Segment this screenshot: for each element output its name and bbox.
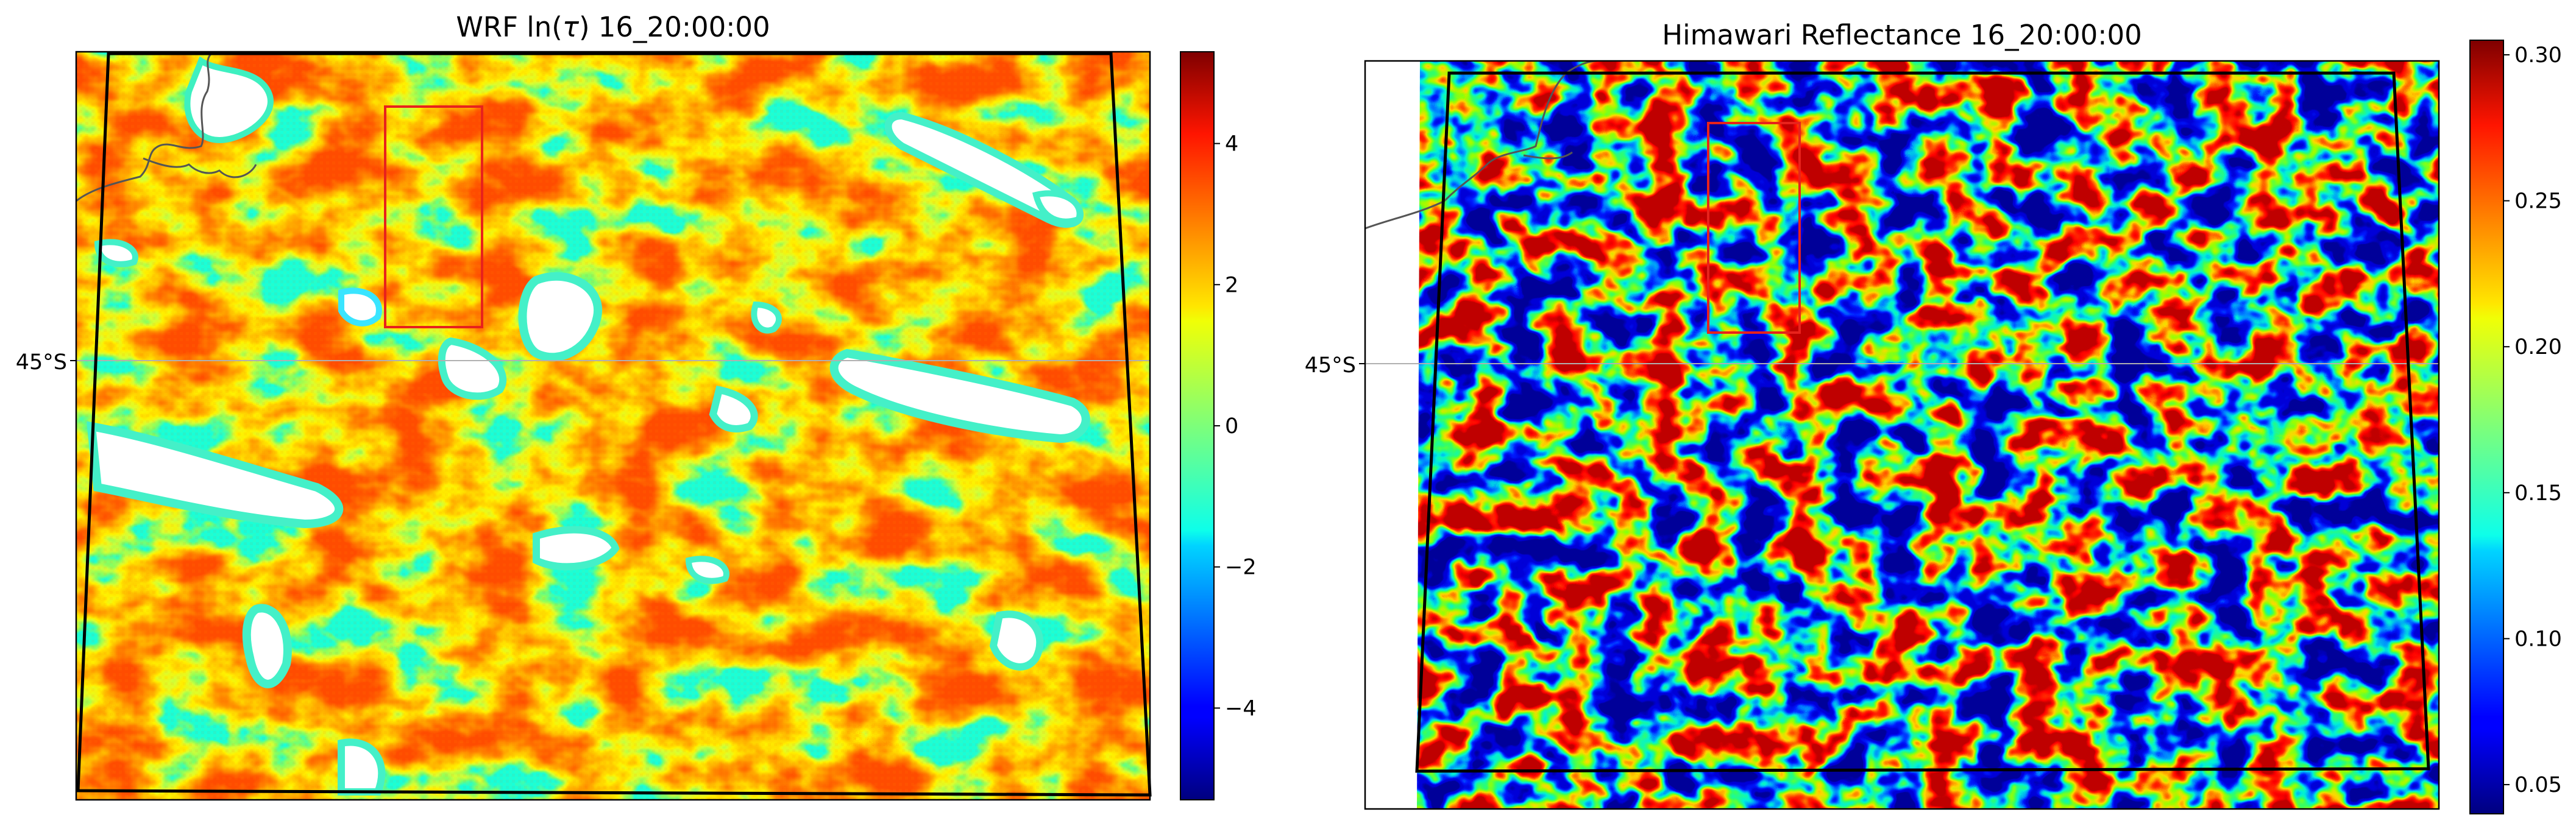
himawari-colorbar-tick-label: 0.15: [2514, 481, 2562, 506]
wrf-axes-frame: [75, 51, 1151, 801]
wrf-colorbar-tick-label: −2: [1225, 556, 1257, 580]
wrf-red-box: [384, 105, 483, 328]
himawari-colorbar-tick-label: 0.05: [2514, 773, 2562, 797]
wrf-colorbar-tick-label: −4: [1225, 696, 1257, 721]
wrf-colorbar-tick-label: 4: [1225, 132, 1238, 157]
himawari-axes-frame: [1364, 60, 2440, 810]
himawari-colorbar-ticks: 0.05 0.10 0.15 0.20 0.25 0.30: [2503, 43, 2562, 797]
wrf-domain-boundary: [76, 52, 1152, 797]
himawari-colorbar-tick-label: 0.20: [2514, 335, 2562, 359]
himawari-ytick-label: 45°S: [1305, 353, 1356, 378]
wrf-coastline: [76, 52, 214, 202]
himawari-colorbar-tick-label: 0.10: [2514, 627, 2562, 651]
himawari-domain-boundary: [1415, 71, 2430, 773]
wrf-colorbar-tick-label: 2: [1225, 273, 1238, 297]
wrf-colorbar-tick-label: 0: [1225, 414, 1238, 439]
himawari-colorbar: 0.05 0.10 0.15 0.20 0.25 0.30: [2469, 40, 2562, 814]
himawari-title: Himawari Reflectance 16_20:00:00: [1662, 19, 2141, 51]
himawari-colorbar-tick-label: 0.30: [2514, 43, 2562, 68]
himawari-panel: Himawari Reflectance 16_20:00:00 45°S 0.…: [1305, 19, 2562, 814]
wrf-colorbar: −4 −2 0 2 4: [1180, 51, 1257, 800]
wrf-ytick-label: 45°S: [16, 350, 67, 375]
himawari-red-box: [1707, 122, 1801, 334]
wrf-colorbar-ticks: −4 −2 0 2 4: [1214, 132, 1257, 721]
wrf-heatmap: [76, 52, 1150, 800]
wrf-cloud-free-areas: [87, 56, 1090, 796]
wrf-panel: WRF ln(τ) 16_20:00:00: [16, 11, 1257, 801]
wrf-title: WRF ln(τ) 16_20:00:00: [456, 11, 770, 43]
himawari-heatmap: [1365, 61, 2439, 809]
himawari-colorbar-tick-label: 0.25: [2514, 189, 2562, 214]
